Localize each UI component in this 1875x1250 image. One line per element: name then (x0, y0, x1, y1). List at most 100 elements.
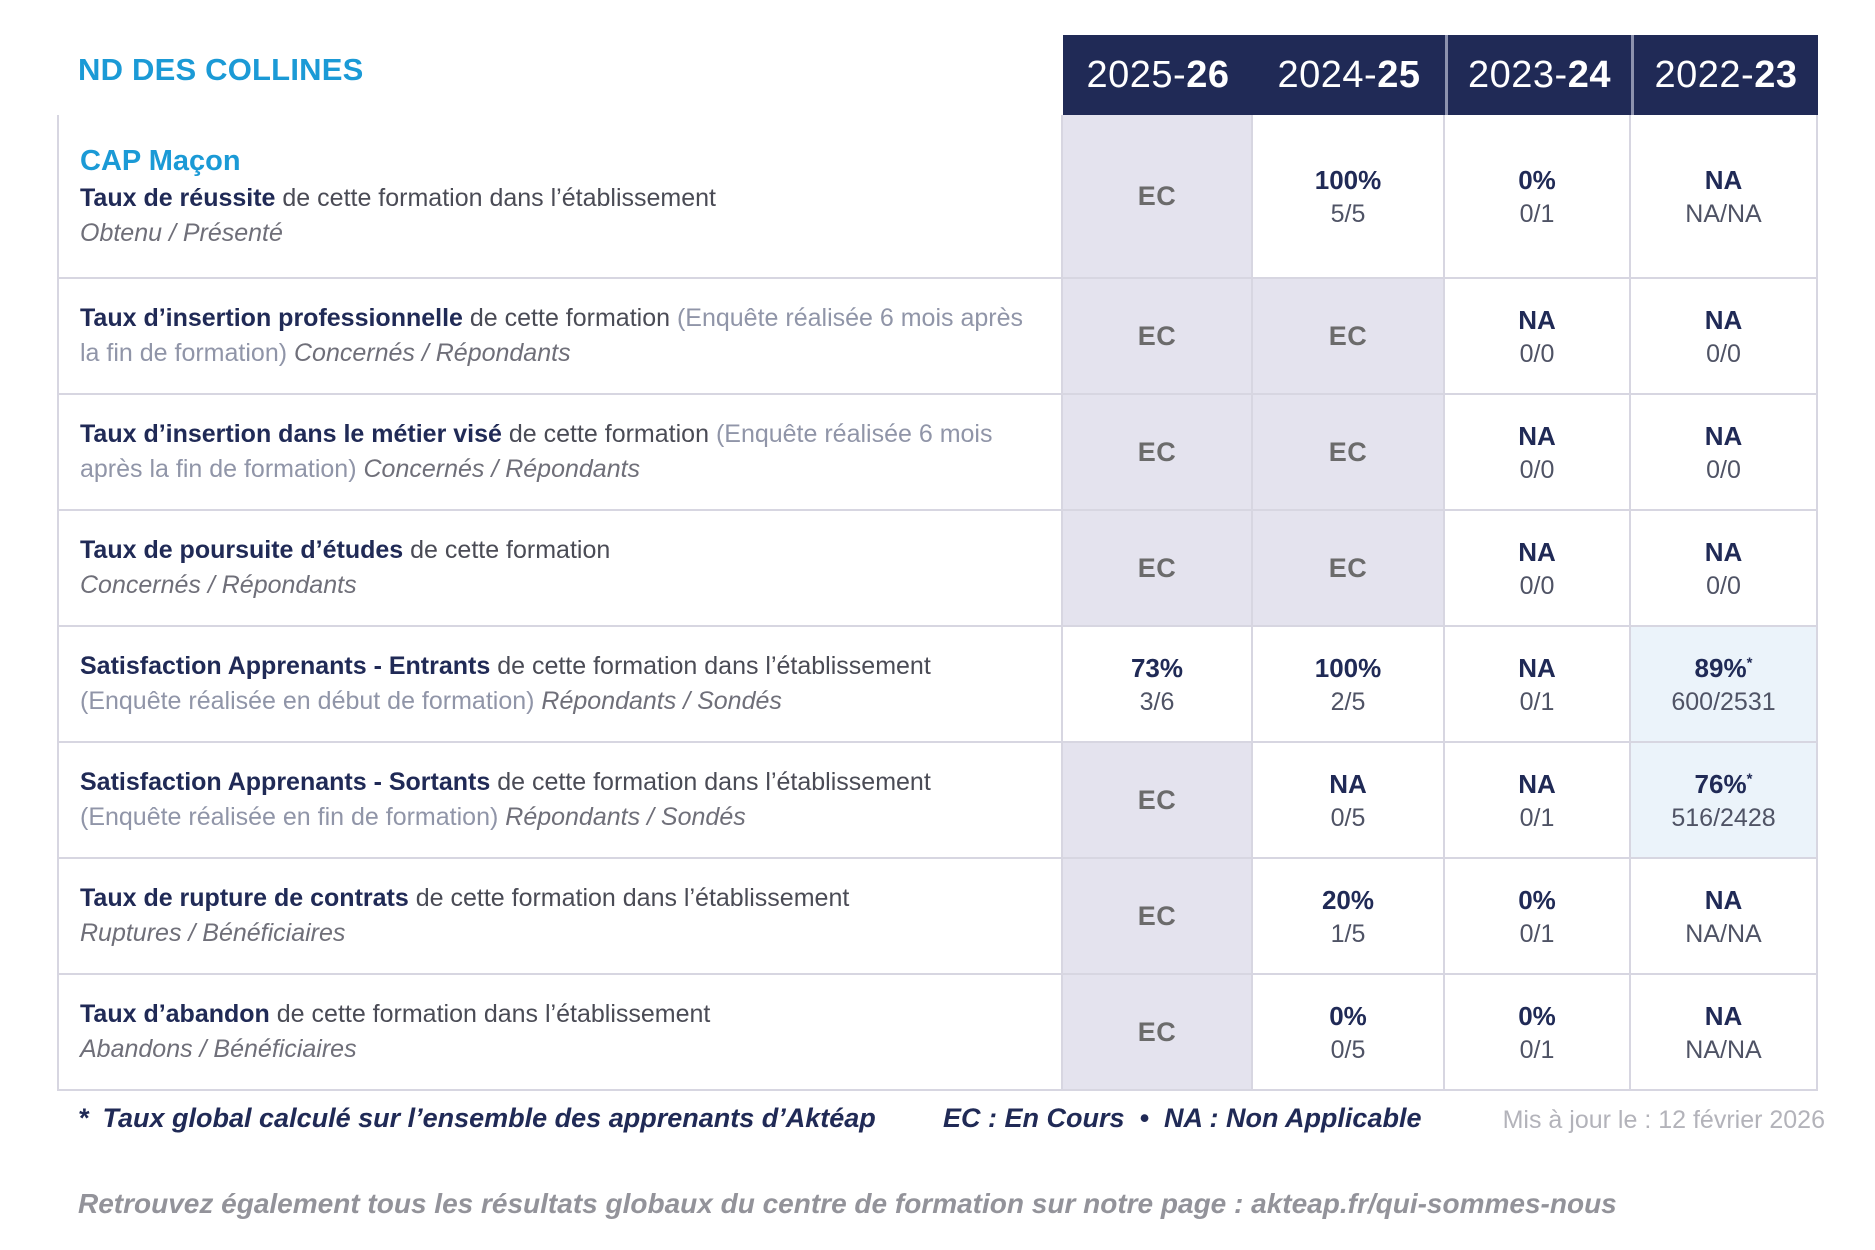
value-cell: EC (1253, 395, 1445, 511)
value-cell: NA 0/1 (1445, 743, 1631, 859)
value-cell: EC (1063, 511, 1253, 627)
value-cell-global-rate: 89%* 600/2531 (1631, 627, 1818, 743)
footnote-global-rate: * Taux global calculé sur l’ensemble des … (78, 1103, 876, 1134)
value-main: NA (1518, 420, 1556, 451)
value-main: EC (1137, 181, 1177, 211)
metric-title: Taux de rupture de contrats (80, 884, 409, 912)
metric-desc: de cette formation dans l’établissement (282, 184, 716, 212)
value-cell: NA 0/0 (1445, 395, 1631, 511)
year-suffix: 26 (1186, 53, 1230, 96)
metric-sub: Abandons / Bénéficiaires (80, 1035, 357, 1063)
metric-line: Taux d’insertion professionnelle de cett… (80, 301, 1031, 371)
metric-sub: Répondants / Sondés (505, 803, 746, 831)
value-main: 76%* (1695, 769, 1753, 799)
value-main: EC (1137, 321, 1177, 351)
metric-title: Taux de poursuite d’études (80, 536, 404, 564)
value-main: NA (1518, 652, 1556, 683)
value-main: EC (1137, 553, 1177, 583)
metric-sub: Concernés / Répondants (294, 339, 571, 367)
value-sub: 0/0 (1706, 455, 1741, 484)
metric-desc: de cette formation dans l’établissement (497, 652, 931, 680)
value-number: 76% (1694, 768, 1747, 799)
value-main: EC (1137, 901, 1177, 931)
year-header-2025-26: 2025- 26 (1063, 35, 1253, 115)
value-cell: 73% 3/6 (1063, 627, 1253, 743)
year-prefix: 2022- (1654, 53, 1755, 96)
value-sub: 0/1 (1519, 803, 1555, 832)
value-cell: NA 0/5 (1253, 743, 1445, 859)
metric-subline: Abandons / Bénéficiaires (80, 1032, 1031, 1067)
value-main: NA (1704, 164, 1743, 195)
row-label-abandon: Taux d’abandon de cette formation dans l… (57, 975, 1063, 1091)
metric-line: Taux de réussite de cette formation dans… (80, 181, 1031, 216)
year-header-2023-24: 2023- 24 (1445, 35, 1631, 115)
value-cell: 0% 0/1 (1445, 859, 1631, 975)
metric-sub: Obtenu / Présenté (80, 219, 283, 247)
value-cell: 100% 5/5 (1253, 115, 1445, 279)
value-cell: 20% 1/5 (1253, 859, 1445, 975)
year-suffix: 23 (1754, 53, 1798, 96)
value-main: 89%* (1695, 653, 1753, 683)
metric-desc: de cette formation (508, 420, 709, 448)
metric-line: Taux d’abandon de cette formation dans l… (80, 997, 1031, 1032)
value-main: 0% (1518, 884, 1556, 915)
value-main: EC (1137, 785, 1177, 815)
value-cell: EC (1063, 859, 1253, 975)
value-sub: 0/0 (1706, 339, 1741, 368)
metric-line: Taux de poursuite d’études de cette form… (80, 533, 1031, 568)
results-table: 2025- 26 2024- 25 2023- 24 2022- 23 CAP Maço… (57, 35, 1818, 1091)
value-cell: EC (1063, 395, 1253, 511)
value-main: 100% (1314, 652, 1382, 683)
value-cell: NA NA/NA (1631, 859, 1818, 975)
value-sub: 5/5 (1330, 199, 1366, 228)
value-cell: NA 0/0 (1631, 511, 1818, 627)
row-label-poursuite-etudes: Taux de poursuite d’études de cette form… (57, 511, 1063, 627)
value-sub: 0/5 (1330, 1035, 1366, 1064)
metric-title: Satisfaction Apprenants - Sortants (80, 768, 491, 796)
value-sub: 0/1 (1519, 1035, 1555, 1064)
value-sub: 3/6 (1139, 687, 1175, 716)
metric-title: Taux d’abandon (80, 1000, 270, 1028)
metric-line: Satisfaction Apprenants - Sortants de ce… (80, 765, 1031, 835)
abbreviations-legend: EC : En Cours • NA : Non Applicable (943, 1103, 1422, 1133)
metric-desc: de cette formation dans l’établissement (497, 768, 931, 796)
metric-title: Taux d’insertion dans le métier visé (80, 420, 502, 448)
metric-subline: Concernés / Répondants (80, 568, 1031, 603)
value-sub: 0/0 (1519, 339, 1555, 368)
value-main: EC (1328, 437, 1368, 467)
metric-subline: Ruptures / Bénéficiaires (80, 916, 1031, 951)
metric-desc: de cette formation (469, 304, 671, 332)
value-cell: EC (1253, 279, 1445, 395)
value-cell: 0% 0/1 (1445, 115, 1631, 279)
value-cell: EC (1063, 743, 1253, 859)
value-main: NA (1704, 536, 1743, 567)
year-suffix: 24 (1567, 53, 1611, 96)
value-main: EC (1328, 553, 1368, 583)
value-main: EC (1137, 1017, 1177, 1047)
value-main: NA (1704, 1000, 1743, 1031)
value-sub: 516/2428 (1671, 803, 1776, 832)
value-cell: EC (1253, 511, 1445, 627)
table-corner-spacer (57, 35, 1063, 115)
year-prefix: 2024- (1277, 53, 1378, 96)
value-sub: 0/1 (1519, 687, 1555, 716)
metric-title: Taux d’insertion professionnelle (80, 304, 463, 332)
school-name: ND DES COLLINES (78, 52, 364, 87)
year-header-2022-23: 2022- 23 (1631, 35, 1818, 115)
value-cell-global-rate: 76%* 516/2428 (1631, 743, 1818, 859)
row-label-insertion-metier-vise: Taux d’insertion dans le métier visé de … (57, 395, 1063, 511)
row-label-insertion-professionnelle: Taux d’insertion professionnelle de cett… (57, 279, 1063, 395)
value-cell: EC (1063, 115, 1253, 279)
value-cell: NA 0/0 (1631, 395, 1818, 511)
value-cell: EC (1063, 279, 1253, 395)
metric-line: Taux d’insertion dans le métier visé de … (80, 417, 1031, 487)
value-sub: 0/0 (1519, 571, 1555, 600)
value-sub: 0/1 (1519, 199, 1555, 228)
row-label-taux-reussite: CAP Maçon Taux de réussite de cette form… (57, 115, 1063, 279)
year-suffix: 25 (1377, 53, 1421, 96)
value-main: 100% (1314, 164, 1382, 195)
value-cell: 100% 2/5 (1253, 627, 1445, 743)
year-prefix: 2023- (1468, 53, 1568, 96)
year-header-2024-25: 2024- 25 (1253, 35, 1445, 115)
asterisk-marker: * (1746, 769, 1753, 787)
